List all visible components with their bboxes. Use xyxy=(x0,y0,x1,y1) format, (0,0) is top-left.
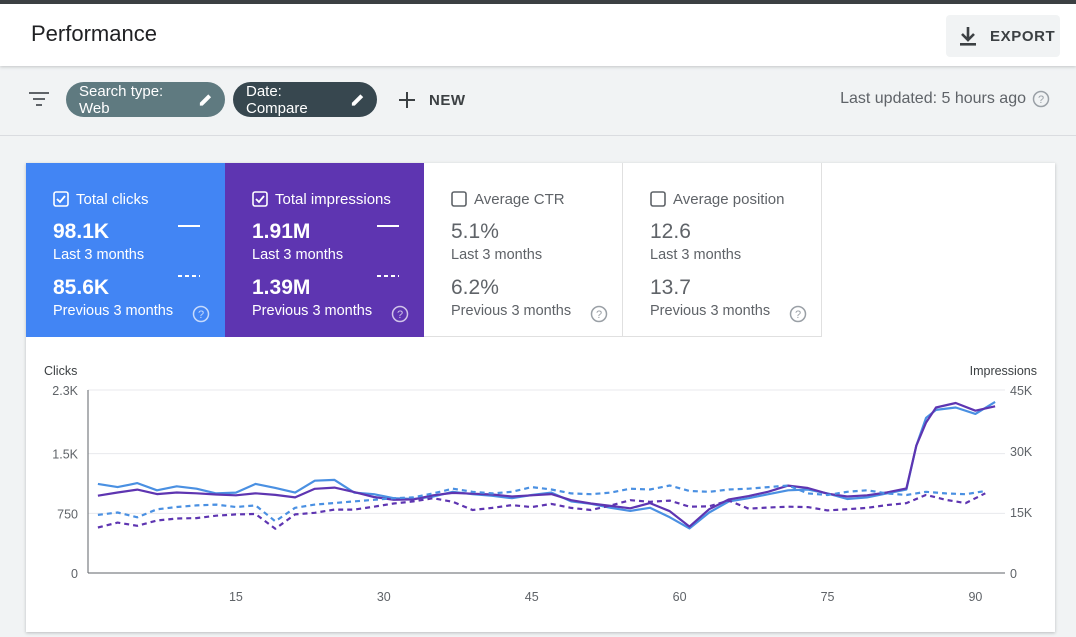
export-label: EXPORT xyxy=(990,27,1056,45)
new-label: NEW xyxy=(429,91,466,109)
metric-current-period: Last 3 months xyxy=(53,247,145,263)
performance-chart: 0 750 1.5K 2.3K 0 15K 30K 45K Clicks Impressions 1… xyxy=(26,337,1055,632)
metric-total-clicks[interactable]: Total clicks 98.1K Last 3 months 85.6K P… xyxy=(26,163,225,337)
metric-label: Total clicks xyxy=(76,190,149,208)
x-tick-label: 30 xyxy=(377,590,391,604)
last-updated-text: Last updated: 5 hours ago xyxy=(840,90,1026,107)
plus-icon xyxy=(399,92,415,108)
series-line-current xyxy=(97,401,996,528)
metric-previous-period: Previous 3 months xyxy=(650,303,771,319)
last-updated: Last updated: 5 hours ago ? xyxy=(840,90,1050,108)
metric-previous-value: 1.39M xyxy=(252,276,311,299)
help-icon[interactable]: ? xyxy=(192,305,210,323)
svg-text:?: ? xyxy=(198,309,204,321)
svg-text:?: ? xyxy=(1038,94,1044,106)
filter-icon[interactable] xyxy=(28,90,50,108)
metric-total-impressions[interactable]: Total impressions 1.91M Last 3 months 1.… xyxy=(225,163,424,337)
legend-solid-line xyxy=(377,225,399,227)
y-left-tick-label: 750 xyxy=(57,507,78,521)
x-tick-label: 75 xyxy=(821,590,835,604)
checkbox-unchecked-icon[interactable] xyxy=(451,191,467,207)
checkbox-checked-icon[interactable] xyxy=(252,191,268,207)
metric-previous-value: 13.7 xyxy=(650,276,691,299)
metric-previous-period: Previous 3 months xyxy=(451,303,572,319)
search-type-chip[interactable]: Search type: Web xyxy=(66,82,225,117)
edit-icon xyxy=(199,93,212,106)
metric-previous-value: 85.6K xyxy=(53,276,110,299)
y-right-tick-label: 45K xyxy=(1010,384,1033,398)
svg-text:?: ? xyxy=(596,309,602,321)
metric-label: Total impressions xyxy=(275,190,391,208)
metric-label: Average CTR xyxy=(474,190,565,208)
performance-card: Total clicks 98.1K Last 3 months 85.6K P… xyxy=(26,163,1055,632)
help-icon[interactable]: ? xyxy=(789,305,807,323)
checkbox-unchecked-icon[interactable] xyxy=(650,191,666,207)
metric-current-value: 12.6 xyxy=(650,220,691,243)
y-right-axis-title: Impressions xyxy=(970,364,1037,378)
filter-bar: Search type: Web Date: Compare NEW Last … xyxy=(0,66,1076,136)
date-chip-label: Date: Compare xyxy=(246,82,308,117)
help-icon[interactable]: ? xyxy=(391,305,409,323)
date-chip[interactable]: Date: Compare xyxy=(233,82,377,117)
edit-icon xyxy=(351,93,364,106)
metric-label: Average position xyxy=(673,190,785,208)
search-type-chip-label: Search type: Web xyxy=(79,82,164,117)
legend-dashed-line xyxy=(377,275,399,277)
metric-previous-period: Previous 3 months xyxy=(53,303,174,319)
metric-average-position[interactable]: Average position 12.6 Last 3 months 13.7… xyxy=(623,163,822,337)
export-button[interactable]: EXPORT xyxy=(946,15,1060,57)
help-icon[interactable]: ? xyxy=(590,305,608,323)
page-title: Performance xyxy=(31,21,157,46)
metric-current-period: Last 3 months xyxy=(252,247,344,263)
metric-previous-period: Previous 3 months xyxy=(252,303,373,319)
metric-current-period: Last 3 months xyxy=(451,247,543,263)
svg-text:?: ? xyxy=(795,309,801,321)
y-left-tick-label: 0 xyxy=(71,567,78,581)
y-left-tick-label: 1.5K xyxy=(52,448,78,462)
page-header: Performance EXPORT xyxy=(0,4,1076,66)
top-accent-bar xyxy=(0,0,1076,4)
svg-text:?: ? xyxy=(397,309,403,321)
metric-current-period: Last 3 months xyxy=(650,247,742,263)
y-left-axis-title: Clicks xyxy=(44,364,77,378)
series-line-previous xyxy=(97,484,986,523)
legend-dashed-line xyxy=(178,275,200,277)
metric-current-value: 1.91M xyxy=(252,220,311,243)
x-tick-label: 45 xyxy=(525,590,539,604)
y-right-tick-label: 0 xyxy=(1010,567,1017,581)
download-icon xyxy=(960,27,976,46)
y-left-tick-label: 2.3K xyxy=(52,384,78,398)
legend-solid-line xyxy=(178,225,200,227)
metric-current-value: 5.1% xyxy=(451,220,499,243)
y-right-tick-label: 30K xyxy=(1010,445,1033,459)
help-icon[interactable]: ? xyxy=(1032,90,1050,108)
new-filter-button[interactable]: NEW xyxy=(397,88,466,112)
metric-current-value: 98.1K xyxy=(53,220,110,243)
series-line-previous xyxy=(97,492,986,530)
checkbox-checked-icon[interactable] xyxy=(53,191,69,207)
metric-previous-value: 6.2% xyxy=(451,276,499,299)
x-tick-label: 60 xyxy=(673,590,687,604)
performance-chart-svg: 0 750 1.5K 2.3K 0 15K 30K 45K Clicks Impressions 1… xyxy=(44,364,1037,604)
x-tick-label: 90 xyxy=(968,590,982,604)
y-right-tick-label: 15K xyxy=(1010,506,1033,520)
x-tick-label: 15 xyxy=(229,590,243,604)
metric-average-ctr[interactable]: Average CTR 5.1% Last 3 months 6.2% Prev… xyxy=(424,163,623,337)
